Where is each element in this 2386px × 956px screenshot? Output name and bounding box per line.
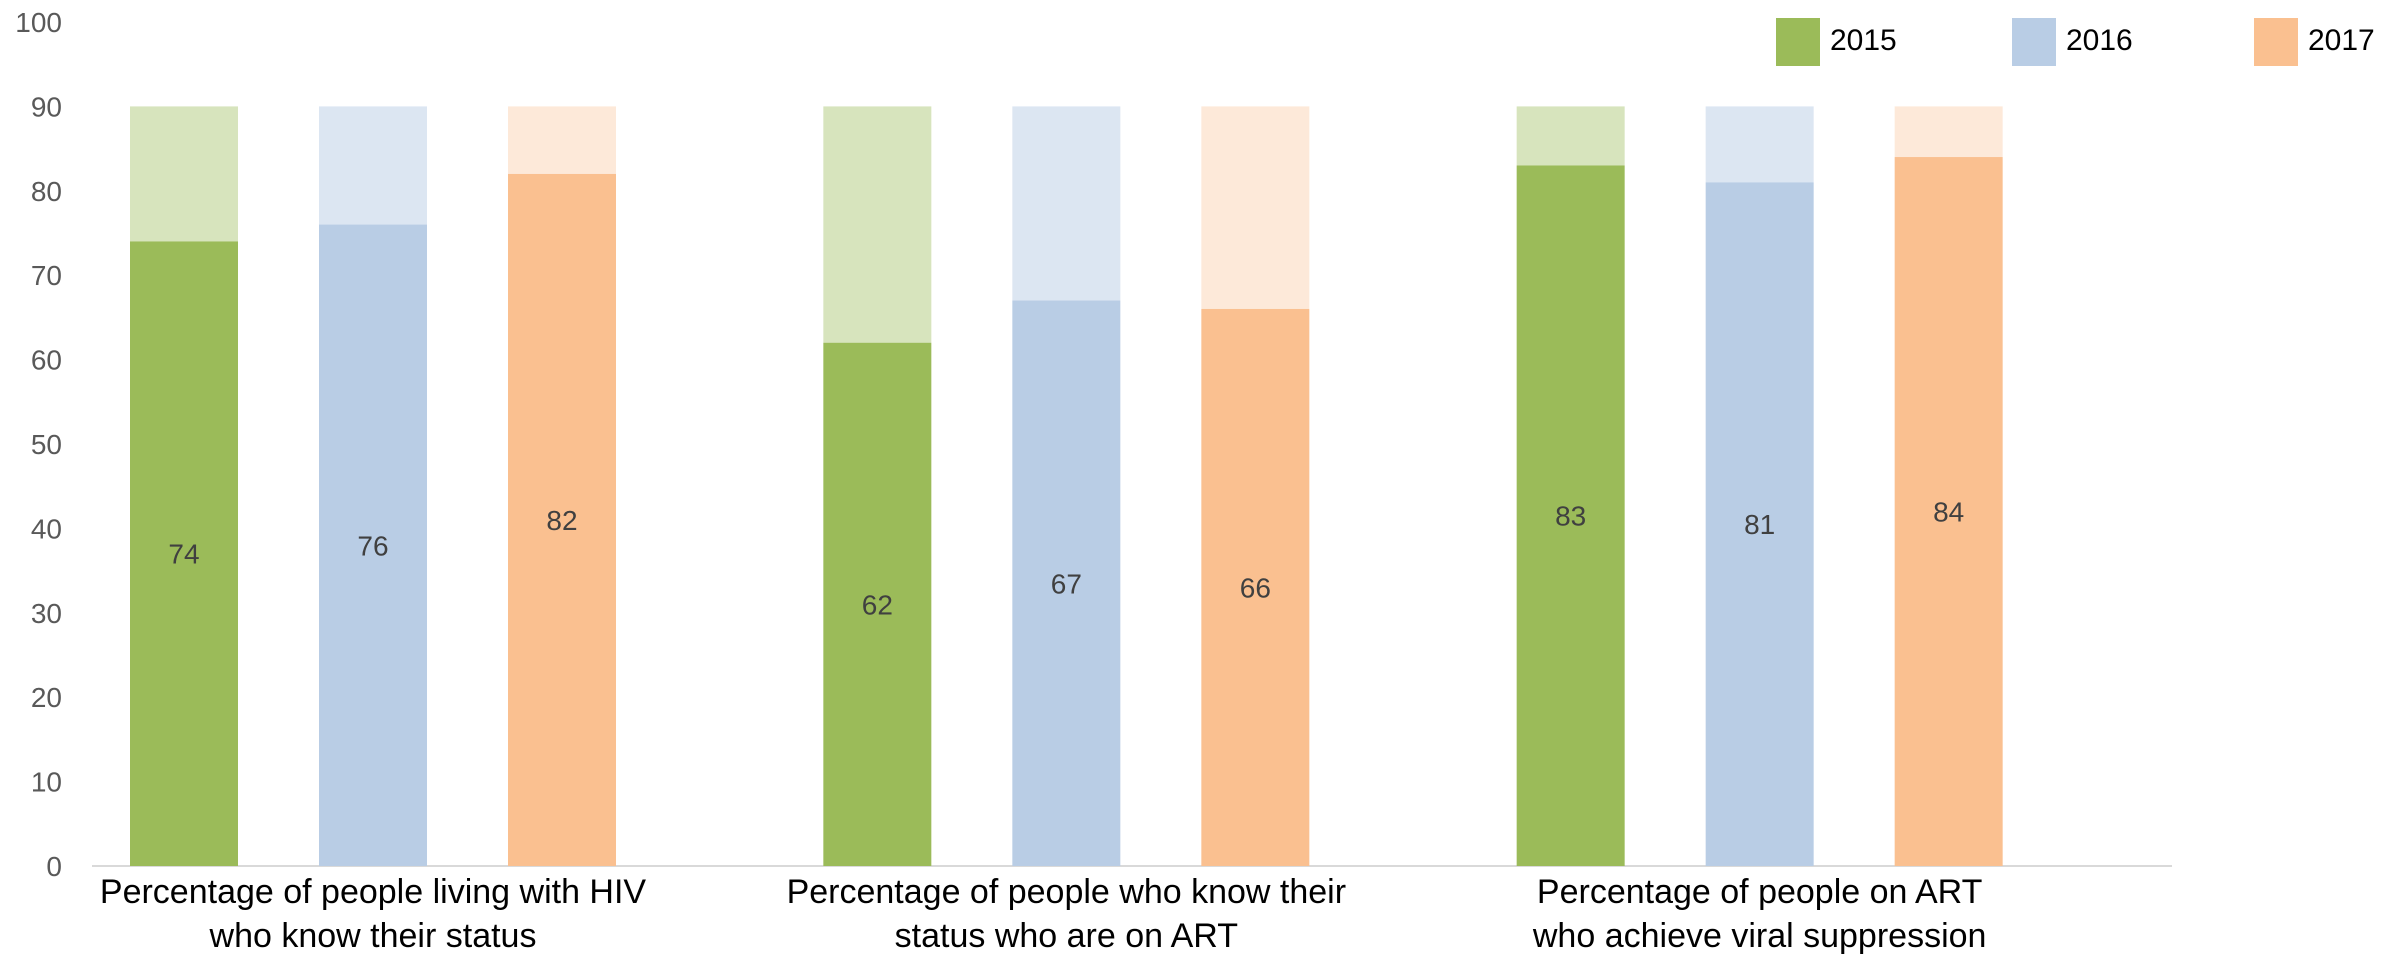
y-tick-label: 90: [31, 91, 62, 122]
legend-swatch-2015: [1776, 18, 1820, 66]
y-tick-label: 10: [31, 767, 62, 798]
category-label: Percentage of people living with HIV who …: [100, 873, 647, 955]
data-label: 66: [1240, 572, 1271, 603]
category-label-line: Percentage of people who know their: [787, 873, 1346, 911]
y-tick-label: 60: [31, 345, 62, 376]
legend-label-2017: 2017: [2308, 24, 2375, 57]
data-label: 83: [1555, 501, 1586, 532]
category-label-line: Percentage of people living with HIV: [100, 873, 647, 911]
legend-swatch-2016: [2012, 18, 2056, 66]
target-bar-2016: [1705, 106, 1814, 183]
data-label: 74: [168, 539, 199, 570]
bar-2016: [1705, 182, 1814, 867]
legend-label-2015: 2015: [1830, 24, 1897, 57]
data-label: 81: [1744, 509, 1775, 540]
target-bar-2015: [130, 106, 238, 242]
bars: 74 76 82 62 67 66 83 81 84: [130, 106, 2003, 867]
data-label: 67: [1051, 568, 1082, 599]
target-bar-2017: [508, 106, 616, 174]
y-tick-label: 30: [31, 598, 62, 629]
data-label: 82: [546, 505, 577, 536]
y-tick-label: 50: [31, 429, 62, 460]
category-label: Percentage of people on ART who achieve v…: [1532, 873, 1987, 955]
y-tick-label: 40: [31, 513, 62, 544]
bar-2017: [1894, 157, 2003, 867]
y-tick-label: 20: [31, 682, 62, 713]
target-bar-2016: [319, 106, 427, 225]
y-tick-label: 70: [31, 260, 62, 291]
data-label: 84: [1933, 497, 1964, 528]
category-labels: Percentage of people living with HIV who …: [100, 873, 1987, 955]
category-label-line: Percentage of people on ART: [1537, 873, 1982, 911]
target-bar-2017: [1894, 106, 2003, 158]
category-label-line: who achieve viral suppression: [1532, 917, 1987, 955]
target-bar-2015: [1516, 106, 1625, 166]
bar-2015: [130, 241, 238, 866]
category-label-line: who know their status: [209, 917, 537, 955]
category-label: Percentage of people who know their statu…: [787, 873, 1346, 955]
y-tick-label: 0: [46, 851, 62, 882]
bar-2017: [1201, 308, 1310, 867]
data-label: 62: [862, 589, 893, 620]
legend: 2015 2016 2017: [1776, 18, 2375, 66]
bar-2017: [508, 173, 616, 867]
legend-swatch-2017: [2254, 18, 2298, 66]
target-bar-2016: [1012, 106, 1121, 301]
bar-2016: [1012, 300, 1121, 866]
y-tick-label: 100: [15, 7, 62, 38]
y-axis: 0 10 20 30 40 50 60 70 80 90 100: [15, 7, 2172, 882]
target-bar-2015: [823, 106, 932, 343]
category-label-line: status who are on ART: [895, 917, 1238, 955]
bar-2016: [319, 224, 427, 866]
bar-2015: [823, 342, 932, 867]
bar-2015: [1516, 165, 1625, 867]
legend-label-2016: 2016: [2066, 24, 2133, 57]
y-tick-label: 80: [31, 176, 62, 207]
data-label: 76: [357, 530, 388, 561]
target-bar-2017: [1201, 106, 1310, 309]
